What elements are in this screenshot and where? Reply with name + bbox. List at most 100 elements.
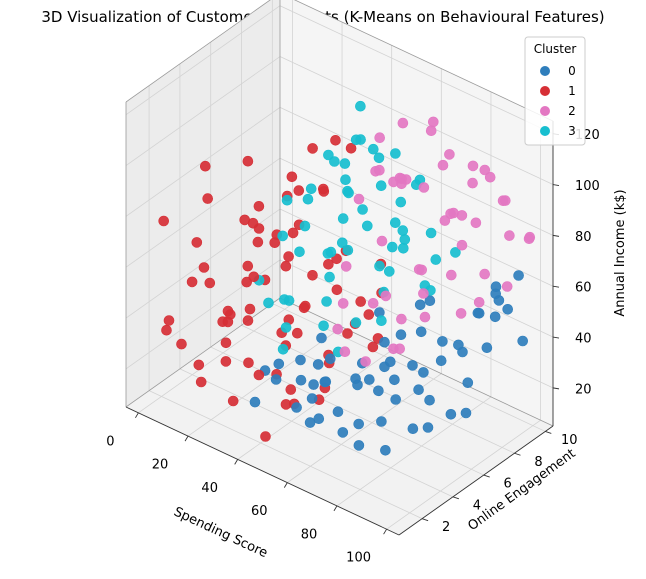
cluster-2-point	[484, 171, 496, 183]
cluster-0-point	[493, 295, 505, 306]
y-tick-label: 8	[534, 455, 542, 470]
cluster-1-point	[204, 277, 216, 289]
cluster-0-point	[418, 367, 429, 378]
x-gridline	[386, 419, 541, 530]
cluster-0-point	[384, 356, 396, 368]
y-axis-line	[398, 425, 554, 536]
y-tick-mark	[545, 431, 552, 434]
cluster-0-point	[363, 374, 375, 385]
cluster-0-point	[352, 379, 363, 391]
cluster-0-point	[316, 332, 327, 344]
cluster-2-point	[456, 210, 468, 221]
cluster-0-point	[313, 413, 325, 425]
cluster-3-point	[350, 317, 362, 328]
cluster-2-point	[376, 235, 388, 247]
cluster-1-point	[200, 160, 211, 172]
cluster-2-point	[332, 323, 344, 335]
cluster-2-point	[419, 311, 431, 323]
cluster-2-point	[470, 217, 482, 229]
cluster-0-point	[353, 418, 365, 430]
cluster-3-point	[277, 343, 289, 355]
cluster-0-point	[295, 374, 307, 386]
cluster-2-point	[418, 288, 429, 299]
cluster-0-point	[445, 408, 457, 420]
y-tick-mark	[421, 518, 429, 522]
cluster-1-point	[220, 356, 232, 367]
z-tick-label: 100	[575, 179, 600, 194]
y-tick-label: 2	[442, 520, 450, 535]
cluster-0-point	[407, 360, 418, 371]
z-gridline	[279, 157, 554, 287]
cluster-0-point	[407, 423, 419, 435]
cluster-1-point	[260, 431, 271, 442]
cluster-2-point	[467, 160, 479, 172]
cluster-3-point	[318, 320, 329, 332]
cluster-2-point	[479, 164, 491, 176]
z-tick-mark	[552, 336, 560, 339]
cluster-1-point	[269, 237, 281, 248]
cluster-3-point	[339, 158, 351, 169]
z-tick-label: 40	[575, 332, 592, 347]
cluster-1-point	[252, 236, 264, 248]
cluster-3-point	[283, 295, 295, 306]
cluster-1-point	[331, 284, 343, 296]
z-tick-label: 80	[575, 230, 592, 245]
x-gridline	[138, 303, 293, 414]
cluster-2-point	[374, 132, 386, 143]
cluster-2-point	[397, 117, 409, 129]
cluster-0-point	[453, 339, 464, 351]
cluster-2-point	[380, 290, 392, 302]
cluster-1-point	[176, 338, 187, 350]
cluster-2-point	[504, 230, 515, 241]
cluster-0-point	[304, 417, 316, 428]
cluster-0-point	[312, 359, 324, 370]
cluster-1-point	[227, 395, 239, 407]
y-gridline	[210, 346, 484, 476]
cluster-2-point	[394, 343, 406, 355]
cluster-0-point	[462, 377, 474, 389]
cluster-1-point	[163, 315, 175, 326]
cluster-3-point	[397, 243, 409, 254]
cluster-0-point	[424, 295, 436, 307]
cluster-3-point	[321, 296, 332, 307]
x-axis-line	[125, 406, 400, 536]
x-tick-mark	[283, 482, 288, 488]
y-tick-label: 4	[473, 498, 481, 513]
legend-title: Cluster	[534, 42, 577, 56]
cluster-1-point	[291, 327, 303, 339]
cluster-1-point	[243, 357, 254, 369]
cluster-3-point	[397, 225, 409, 236]
cluster-1-point	[323, 258, 334, 270]
cluster-1-point	[330, 135, 341, 146]
cluster-2-point	[524, 231, 536, 243]
axis-lines	[125, 121, 560, 536]
cluster-3-point	[277, 230, 289, 242]
cluster-2-point	[396, 178, 407, 190]
cluster-2-point	[467, 177, 478, 189]
cluster-3-point	[430, 254, 442, 265]
legend-marker-3	[540, 126, 550, 136]
pane-edge	[125, 297, 281, 408]
cluster-1-point	[345, 143, 357, 154]
legend-label-0: 0	[568, 64, 576, 78]
y-tick-mark	[514, 452, 521, 456]
cluster-3-point	[324, 271, 335, 283]
z-tick-mark	[552, 184, 560, 186]
cluster-1-point	[195, 376, 207, 388]
cluster-2-point	[456, 239, 468, 251]
cluster-3-point	[281, 194, 293, 206]
cluster-1-point	[280, 260, 292, 272]
x-tick-label: 20	[152, 458, 169, 473]
cluster-0-point	[353, 440, 365, 451]
cluster-3-point	[389, 217, 401, 228]
cluster-2-point	[437, 159, 449, 171]
cluster-3-point	[376, 315, 387, 327]
z-gridline	[279, 259, 554, 389]
cluster-3-point	[383, 266, 395, 277]
cluster-1-point	[253, 369, 265, 381]
cluster-0-point	[324, 353, 336, 365]
z-gridline	[279, 56, 554, 185]
cluster-0-point	[424, 394, 435, 406]
cluster-1-point	[293, 185, 305, 196]
x-tick-mark	[234, 459, 239, 465]
